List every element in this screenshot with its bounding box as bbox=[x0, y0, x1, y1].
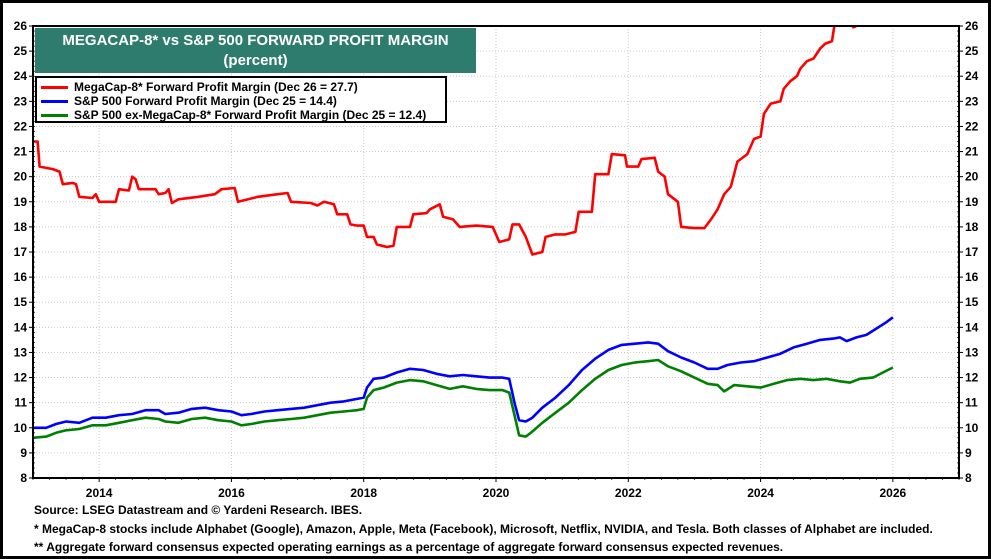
y-tick-label-left: 9 bbox=[20, 446, 27, 460]
legend-label: S&P 500 Forward Profit Margin (Dec 25 = … bbox=[74, 94, 337, 108]
y-tick-label-right: 8 bbox=[965, 471, 972, 485]
axes: 8 8 9 9 10 10 11 11 12 12 13 13 14 14 15 15 16 16 17 17 18 18… bbox=[14, 19, 979, 500]
y-tick-label-right: 10 bbox=[965, 421, 979, 435]
y-tick-label-right: 21 bbox=[965, 145, 979, 159]
y-tick-label-right: 14 bbox=[965, 320, 979, 334]
y-tick-label-right: 24 bbox=[965, 69, 979, 83]
legend-item-sp500: S&P 500 Forward Profit Margin (Dec 25 = … bbox=[41, 94, 445, 108]
y-tick-label-left: 8 bbox=[20, 471, 27, 485]
y-tick-label-left: 15 bbox=[14, 295, 28, 309]
y-tick-label-left: 12 bbox=[14, 371, 28, 385]
series-lines bbox=[33, 26, 894, 440]
footnote-margin-definition: ** Aggregate forward consensus expected … bbox=[34, 540, 784, 554]
x-tick-label: 2014 bbox=[86, 486, 113, 500]
y-tick-label-right: 9 bbox=[965, 446, 972, 460]
y-tick-label-right: 15 bbox=[965, 295, 979, 309]
y-tick-label-right: 13 bbox=[965, 345, 979, 359]
x-tick-label: 2018 bbox=[350, 486, 377, 500]
y-tick-label-right: 19 bbox=[965, 195, 979, 209]
sp500-ex-megacap-margin-line bbox=[33, 358, 894, 440]
legend: MegaCap-8* Forward Profit Margin (Dec 26… bbox=[35, 76, 447, 123]
legend-item-megacap: MegaCap-8* Forward Profit Margin (Dec 26… bbox=[41, 80, 445, 94]
legend-swatch-blue bbox=[41, 99, 68, 103]
x-tick-label: 2024 bbox=[747, 486, 774, 500]
x-tick-label: 2020 bbox=[483, 486, 510, 500]
y-tick-label-left: 16 bbox=[14, 270, 28, 284]
chart-title-box: MEGACAP-8* vs S&P 500 FORWARD PROFIT MAR… bbox=[35, 28, 476, 73]
megacap-8-margin-line bbox=[33, 26, 857, 256]
x-tick-label: 2022 bbox=[615, 486, 642, 500]
legend-swatch-green bbox=[41, 113, 68, 117]
legend-swatch-red bbox=[41, 85, 68, 89]
y-tick-label-left: 11 bbox=[14, 396, 27, 410]
footnote-megacap: * MegaCap-8 stocks include Alphabet (Goo… bbox=[34, 522, 933, 536]
y-tick-label-left: 14 bbox=[14, 320, 28, 334]
source-note: Source: LSEG Datastream and © Yardeni Re… bbox=[34, 503, 363, 517]
y-tick-label-right: 18 bbox=[965, 220, 979, 234]
y-tick-label-left: 24 bbox=[14, 69, 28, 83]
y-tick-label-left: 17 bbox=[14, 245, 28, 259]
y-tick-label-right: 16 bbox=[965, 270, 979, 284]
y-tick-label-right: 25 bbox=[965, 44, 979, 58]
legend-label: MegaCap-8* Forward Profit Margin (Dec 26… bbox=[74, 80, 358, 94]
x-tick-label: 2026 bbox=[880, 486, 907, 500]
y-tick-label-left: 18 bbox=[14, 220, 28, 234]
sp500-margin-line bbox=[33, 316, 894, 430]
y-tick-label-left: 20 bbox=[14, 170, 28, 184]
y-tick-label-right: 12 bbox=[965, 371, 979, 385]
y-tick-label-right: 22 bbox=[965, 119, 979, 133]
y-tick-label-left: 19 bbox=[14, 195, 28, 209]
y-tick-label-left: 13 bbox=[14, 345, 28, 359]
y-tick-label-left: 23 bbox=[14, 94, 28, 108]
y-tick-label-right: 17 bbox=[965, 245, 979, 259]
gridlines bbox=[33, 26, 959, 478]
y-tick-label-left: 26 bbox=[14, 19, 28, 33]
y-tick-label-right: 11 bbox=[965, 396, 978, 410]
legend-label: S&P 500 ex-MegaCap-8* Forward Profit Mar… bbox=[74, 108, 427, 122]
y-tick-label-left: 22 bbox=[14, 119, 28, 133]
y-tick-label-left: 25 bbox=[14, 44, 28, 58]
chart-title: MEGACAP-8* vs S&P 500 FORWARD PROFIT MAR… bbox=[62, 32, 449, 49]
x-tick-label: 2016 bbox=[218, 486, 245, 500]
y-tick-label-right: 23 bbox=[965, 94, 979, 108]
y-tick-label-right: 20 bbox=[965, 170, 979, 184]
legend-item-sp500-ex-megacap: S&P 500 ex-MegaCap-8* Forward Profit Mar… bbox=[41, 108, 445, 122]
chart-subtitle: (percent) bbox=[223, 52, 288, 69]
y-tick-label-left: 10 bbox=[14, 421, 28, 435]
y-tick-label-left: 21 bbox=[14, 145, 28, 159]
y-tick-label-right: 26 bbox=[965, 19, 979, 33]
